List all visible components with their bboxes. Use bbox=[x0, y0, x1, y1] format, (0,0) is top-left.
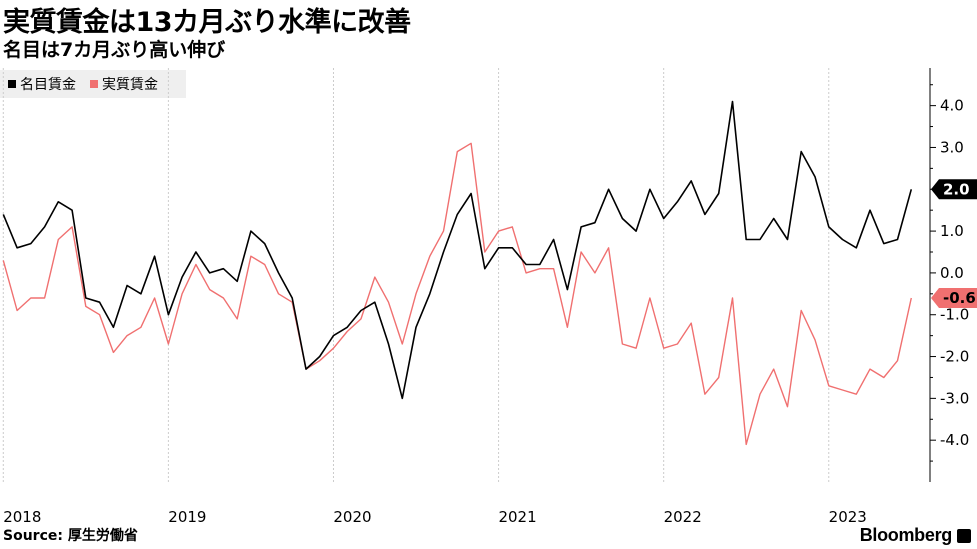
legend-item-nominal: 名目賃金 bbox=[8, 74, 76, 94]
x-tick-label-2023: 2023 bbox=[829, 508, 867, 526]
source-label: Source: bbox=[3, 528, 63, 544]
end-label-tag bbox=[931, 179, 977, 200]
y-tick-label-6: -2.0 bbox=[940, 348, 969, 366]
y-tick-label-0: 4.0 bbox=[940, 97, 964, 115]
legend-item-real: 実質賃金 bbox=[90, 74, 158, 94]
end-label-text: -0.6 bbox=[943, 289, 976, 307]
x-tick-label-2021: 2021 bbox=[498, 508, 536, 526]
y-tick-label-1: 3.0 bbox=[940, 138, 964, 156]
x-tick-label-2018: 2018 bbox=[3, 508, 41, 526]
end-label-real: -0.6 bbox=[931, 288, 977, 308]
x-tick-label-2020: 2020 bbox=[333, 508, 371, 526]
legend: 名目賃金 実質賃金 bbox=[0, 70, 186, 98]
brand-icon bbox=[957, 528, 971, 543]
brand-name: Bloomberg bbox=[859, 525, 953, 545]
grid bbox=[2, 68, 830, 482]
chart-subtitle: 名目は7カ月ぶり高い伸び bbox=[3, 39, 226, 61]
x-tick-label-2022: 2022 bbox=[664, 508, 702, 526]
end-label-text: 2.0 bbox=[943, 180, 970, 198]
legend-label-real: 実質賃金 bbox=[102, 77, 158, 93]
y-axis: 4.0 3.0 2.0 1.0 0.0 -1.0 -2.0 -3.0 -4.0 bbox=[929, 68, 969, 482]
series-line-real bbox=[2, 142, 912, 446]
end-label-nominal: 2.0 bbox=[931, 179, 977, 200]
x-tick-label-2019: 2019 bbox=[168, 508, 206, 526]
end-labels: 2.0 -0.6 bbox=[931, 179, 977, 308]
legend-swatch-real bbox=[90, 80, 98, 88]
chart-title: 実質賃金は13カ月ぶり水準に改善 bbox=[3, 7, 411, 38]
y-tick-label-3: 1.0 bbox=[940, 222, 964, 240]
end-label-tag bbox=[931, 288, 977, 308]
brand-logo: Bloomberg bbox=[860, 525, 971, 546]
x-axis: 2018 2019 2020 2021 2022 2023 bbox=[3, 508, 867, 526]
y-tick-label-7: -3.0 bbox=[940, 389, 969, 407]
legend-swatch-nominal bbox=[8, 80, 16, 88]
y-tick-label-5: -1.0 bbox=[940, 306, 969, 324]
y-tick-label-4: 0.0 bbox=[940, 264, 964, 282]
legend-label-nominal: 名目賃金 bbox=[20, 77, 76, 93]
series-lines bbox=[2, 100, 913, 446]
series-line-nominal bbox=[2, 100, 913, 400]
source-note: Source: 厚生労働省 bbox=[3, 525, 138, 545]
y-tick-label-8: -4.0 bbox=[940, 431, 969, 449]
source-text: 厚生労働省 bbox=[67, 528, 138, 544]
